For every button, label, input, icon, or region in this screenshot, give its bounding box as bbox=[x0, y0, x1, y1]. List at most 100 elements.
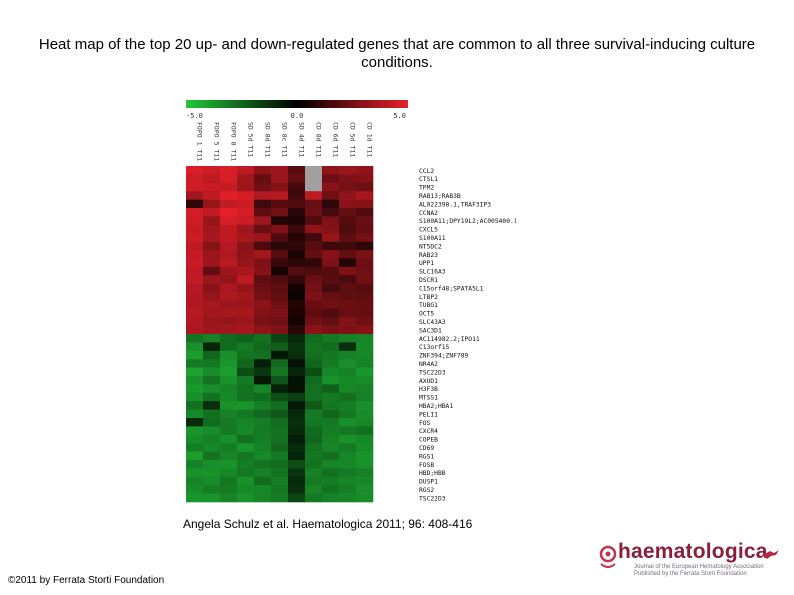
heatmap-cell bbox=[322, 418, 340, 427]
heatmap-cell bbox=[305, 460, 323, 469]
heatmap-cell bbox=[186, 493, 204, 503]
row-label: DUSP1 bbox=[419, 479, 438, 486]
column-label: SD 4d T11 bbox=[298, 122, 306, 157]
heatmap-cell bbox=[288, 258, 306, 268]
heatmap-cell bbox=[322, 460, 340, 469]
heatmap-cell bbox=[254, 208, 272, 217]
heatmap-cell bbox=[271, 359, 289, 368]
heatmap-cell bbox=[288, 191, 306, 200]
heatmap-cell bbox=[203, 266, 221, 276]
heatmap-cell bbox=[186, 476, 204, 486]
heatmap-cell bbox=[322, 308, 340, 318]
heatmap-cell bbox=[339, 426, 357, 436]
heatmap-cell bbox=[220, 325, 238, 335]
heatmap-cell bbox=[322, 342, 340, 352]
heatmap-cell bbox=[220, 376, 238, 385]
row-label: AC114982.2;IPO11 bbox=[419, 336, 480, 343]
heatmap-cell bbox=[339, 208, 357, 217]
heatmap-cell bbox=[186, 485, 204, 494]
heatmap-cell bbox=[237, 292, 255, 301]
row-label: DSCR1 bbox=[419, 277, 438, 284]
heatmap-cell bbox=[288, 300, 306, 310]
heatmap-cell bbox=[305, 359, 323, 368]
heatmap-cell bbox=[220, 367, 238, 377]
row-label: AL022398.1,TRAF3IP3 bbox=[419, 201, 491, 208]
heatmap-cell bbox=[237, 493, 255, 503]
heatmap-cell bbox=[356, 367, 374, 377]
heatmap-cell bbox=[186, 308, 204, 318]
heatmap-cell bbox=[186, 241, 204, 251]
heatmap-cell bbox=[322, 334, 340, 343]
heatmap-cell bbox=[322, 476, 340, 486]
row-label: CTSL1 bbox=[419, 176, 438, 183]
heatmap-cell bbox=[203, 199, 221, 209]
heatmap-cell bbox=[322, 216, 340, 226]
heatmap-cell bbox=[237, 174, 255, 184]
heatmap-cell bbox=[288, 233, 306, 242]
heatmap-cell bbox=[288, 182, 306, 192]
heatmap-cell bbox=[220, 292, 238, 301]
row-label: AXUD1 bbox=[419, 378, 438, 385]
heatmap-cell bbox=[288, 376, 306, 385]
heatmap-cell bbox=[305, 376, 323, 385]
heatmap-cell bbox=[339, 359, 357, 368]
column-label: FOPO 5 T11 bbox=[213, 122, 221, 161]
heatmap-cell bbox=[356, 401, 374, 410]
heatmap-cell bbox=[271, 241, 289, 251]
heatmap-cell bbox=[339, 434, 357, 444]
heatmap-cell bbox=[305, 308, 323, 318]
heatmap-cell bbox=[305, 283, 323, 293]
heatmap-cell bbox=[288, 493, 306, 503]
heatmap-cell bbox=[271, 166, 289, 175]
heatmap-cell bbox=[220, 241, 238, 251]
slide-title: Heat map of the top 20 up- and down-regu… bbox=[38, 36, 756, 71]
row-label: RGS2 bbox=[419, 487, 434, 494]
heatmap-cell bbox=[322, 367, 340, 377]
heatmap-cell bbox=[220, 384, 238, 394]
heatmap-cell bbox=[305, 434, 323, 444]
haematologica-logo[interactable]: haematologica Journal of the European He… bbox=[594, 540, 784, 580]
heatmap-cell bbox=[356, 334, 374, 343]
heatmap-cell bbox=[186, 409, 204, 419]
heatmap-cell bbox=[339, 325, 357, 335]
heatmap-cell bbox=[203, 485, 221, 494]
heatmap-cell bbox=[339, 451, 357, 461]
heatmap-cell bbox=[356, 468, 374, 478]
heatmap-cell bbox=[203, 216, 221, 226]
heatmap-cell bbox=[356, 174, 374, 184]
row-label: FOS bbox=[419, 420, 431, 427]
heatmap-cell bbox=[339, 443, 357, 452]
heatmap-cell bbox=[237, 376, 255, 385]
heatmap-cell bbox=[203, 292, 221, 301]
heatmap-cell bbox=[186, 275, 204, 284]
column-label: CD 6d T11 bbox=[332, 122, 340, 157]
heatmap-cell bbox=[322, 376, 340, 385]
heatmap-cell bbox=[237, 250, 255, 259]
heatmap-cell bbox=[288, 241, 306, 251]
heatmap-cell bbox=[305, 275, 323, 284]
heatmap-cells bbox=[186, 166, 374, 503]
heatmap-cell bbox=[356, 325, 374, 335]
heatmap-cell bbox=[237, 266, 255, 276]
heatmap-cell bbox=[322, 485, 340, 494]
heatmap-cell bbox=[186, 191, 204, 200]
heatmap-cell bbox=[305, 292, 323, 301]
heatmap-cell bbox=[322, 493, 340, 503]
heatmap-cell bbox=[305, 191, 323, 200]
heatmap-cell bbox=[271, 409, 289, 419]
heatmap-cell bbox=[339, 300, 357, 310]
heatmap-cell bbox=[237, 409, 255, 419]
heatmap-cell bbox=[356, 451, 374, 461]
row-label: CCL2 bbox=[419, 168, 434, 175]
heatmap-cell bbox=[220, 392, 238, 402]
heatmap-cell bbox=[322, 434, 340, 444]
heatmap-cell bbox=[356, 166, 374, 175]
heatmap-cell bbox=[220, 300, 238, 310]
row-label: S100A11;DPY19L2;AC005400.1;AC007683.5 bbox=[419, 218, 516, 225]
heatmap-cell bbox=[186, 216, 204, 226]
heatmap-cell bbox=[254, 350, 272, 360]
column-label: CD 8d T11 bbox=[315, 122, 323, 157]
heatmap-cell bbox=[356, 283, 374, 293]
heatmap-cell bbox=[220, 468, 238, 478]
heatmap-cell bbox=[322, 300, 340, 310]
